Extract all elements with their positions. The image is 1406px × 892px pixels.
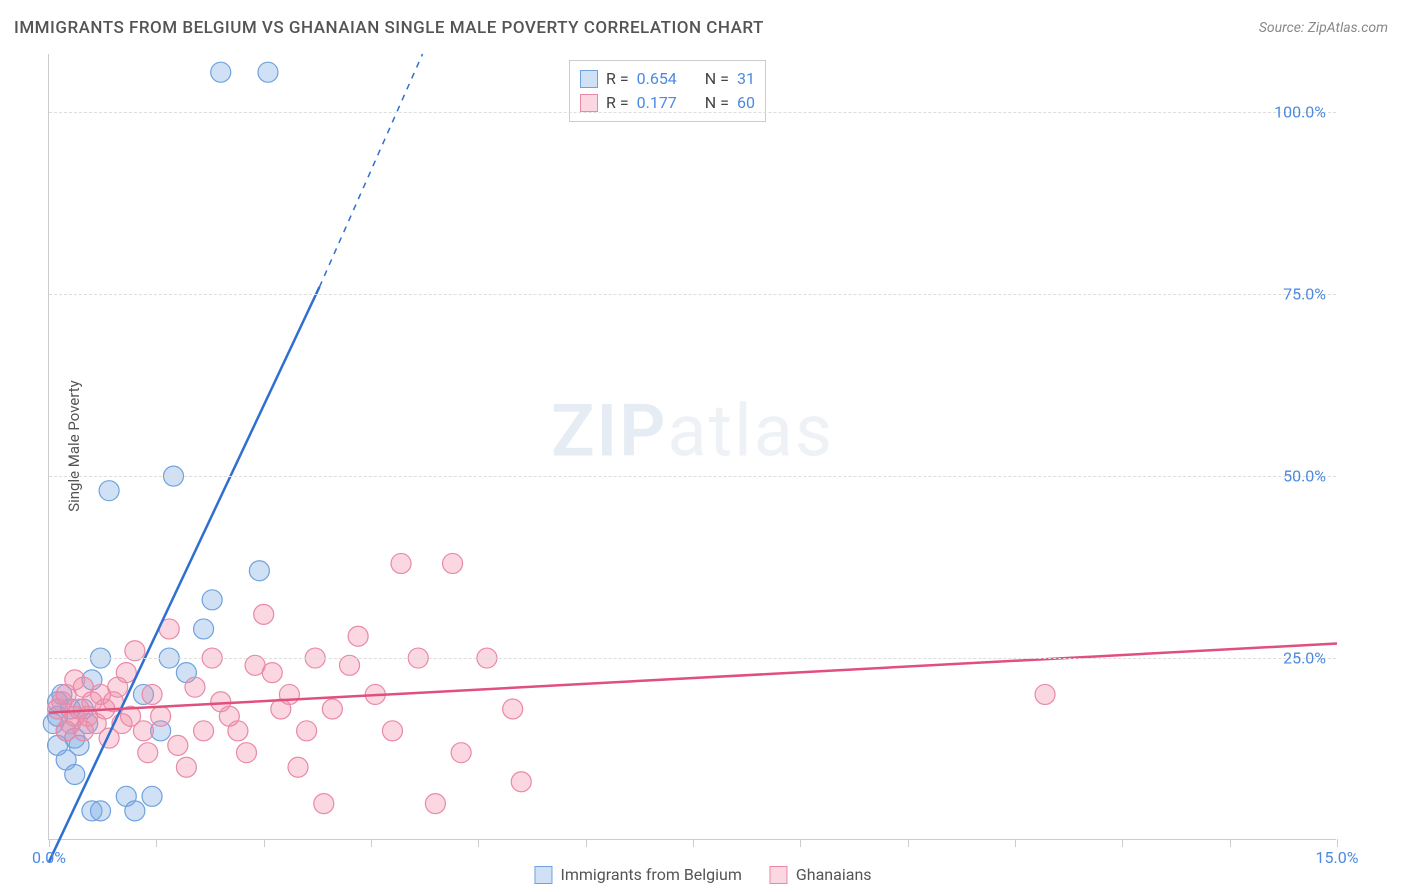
data-point — [425, 794, 445, 814]
legend-swatch — [534, 866, 552, 884]
gridline — [49, 476, 1336, 477]
data-point — [348, 626, 368, 646]
data-point — [249, 561, 269, 581]
y-tick-label: 25.0% — [1283, 649, 1326, 668]
x-tick-label: 15.0% — [1316, 848, 1359, 867]
x-tick — [908, 839, 909, 847]
data-point — [228, 721, 248, 741]
data-point — [391, 553, 411, 573]
gridline — [49, 658, 1336, 659]
x-tick-label: 0.0% — [32, 848, 66, 867]
legend-r-value: 0.654 — [637, 67, 677, 91]
data-point — [511, 772, 531, 792]
data-point — [142, 786, 162, 806]
data-point — [151, 706, 171, 726]
legend-swatch — [770, 866, 788, 884]
data-point — [258, 62, 278, 82]
data-point — [503, 699, 523, 719]
regression-line-extrapolated — [319, 54, 422, 287]
gridline — [49, 112, 1336, 113]
data-point — [142, 684, 162, 704]
data-point — [138, 743, 158, 763]
data-point — [236, 743, 256, 763]
legend-label: Immigrants from Belgium — [560, 865, 741, 884]
x-tick — [478, 839, 479, 847]
data-point — [211, 62, 231, 82]
y-tick-label: 100.0% — [1274, 103, 1326, 122]
legend-r-label: R = — [606, 67, 629, 91]
legend-item: Immigrants from Belgium — [534, 865, 741, 884]
data-point — [91, 801, 111, 821]
data-point — [1035, 684, 1055, 704]
x-tick — [1122, 839, 1123, 847]
plot-area: ZIPatlas R = 0.654N = 31R = 0.177N = 60 … — [48, 54, 1336, 840]
legend-n-label: N = — [705, 67, 729, 91]
legend-row: R = 0.654 N = 31 — [580, 67, 755, 91]
gridline — [49, 294, 1336, 295]
data-point — [99, 481, 119, 501]
data-point — [133, 721, 153, 741]
x-tick — [1337, 839, 1338, 847]
x-tick — [371, 839, 372, 847]
data-point — [451, 743, 471, 763]
data-point — [202, 590, 222, 610]
chart-svg — [49, 54, 1336, 839]
series-legend: Immigrants from Belgium Ghanaians — [534, 865, 871, 884]
data-point — [382, 721, 402, 741]
regression-line — [49, 644, 1337, 713]
data-point — [125, 801, 145, 821]
legend-label: Ghanaians — [796, 865, 872, 884]
x-tick — [1230, 839, 1231, 847]
data-point — [314, 794, 334, 814]
legend-n-value: 31 — [737, 67, 755, 91]
x-tick — [693, 839, 694, 847]
legend-swatch — [580, 70, 598, 88]
x-tick — [49, 839, 50, 847]
data-point — [116, 663, 136, 683]
legend-swatch — [580, 94, 598, 112]
x-tick — [264, 839, 265, 847]
data-point — [194, 721, 214, 741]
data-point — [262, 663, 282, 683]
y-tick-label: 50.0% — [1283, 467, 1326, 486]
data-point — [194, 619, 214, 639]
data-point — [176, 757, 196, 777]
data-point — [322, 699, 342, 719]
data-point — [279, 684, 299, 704]
data-point — [443, 553, 463, 573]
data-point — [185, 677, 205, 697]
data-point — [168, 735, 188, 755]
x-tick — [586, 839, 587, 847]
x-tick — [1015, 839, 1016, 847]
x-tick — [156, 839, 157, 847]
x-tick — [800, 839, 801, 847]
chart-title: IMMIGRANTS FROM BELGIUM VS GHANAIAN SING… — [14, 18, 764, 38]
data-point — [65, 765, 85, 785]
data-point — [254, 604, 274, 624]
data-point — [288, 757, 308, 777]
source-attribution: Source: ZipAtlas.com — [1259, 20, 1388, 36]
y-tick-label: 75.0% — [1283, 285, 1326, 304]
data-point — [297, 721, 317, 741]
legend-item: Ghanaians — [770, 865, 872, 884]
